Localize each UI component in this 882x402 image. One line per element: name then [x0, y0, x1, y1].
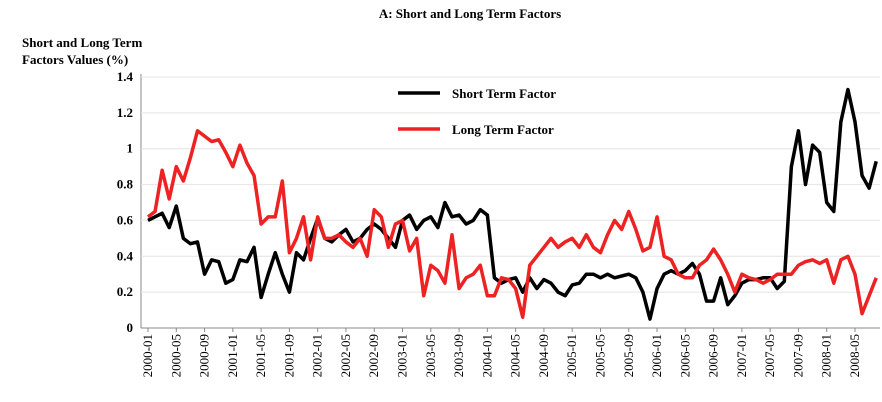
y-axis-label: Short and Long Term: [22, 35, 142, 50]
x-tick-label: 2001-09: [281, 334, 296, 377]
x-tick-label: 2004-05: [508, 334, 523, 377]
y-tick-label: 0.6: [117, 212, 134, 227]
x-tick-label: 2005-01: [564, 334, 579, 377]
x-tick-label: 2008-05: [847, 334, 862, 377]
y-tick-label: 0: [127, 320, 134, 335]
x-tick-label: 2005-09: [621, 334, 636, 377]
x-tick-label: 2005-05: [592, 334, 607, 377]
x-tick-label: 2007-05: [762, 334, 777, 377]
legend-label: Long Term Factor: [452, 122, 554, 137]
y-tick-label: 0.8: [117, 177, 134, 192]
x-tick-label: 2002-09: [366, 334, 381, 377]
y-axis-label: Factors Values (%): [22, 52, 128, 67]
x-tick-label: 2003-09: [451, 334, 466, 377]
x-tick-label: 2000-01: [140, 334, 155, 377]
x-tick-label: 2007-01: [734, 334, 749, 377]
x-tick-label: 2001-05: [253, 334, 268, 377]
series-line: [146, 129, 878, 319]
y-tick-label: 1.2: [117, 105, 133, 120]
x-tick-label: 2006-01: [649, 334, 664, 377]
x-tick-label: 2002-01: [310, 334, 325, 377]
x-tick-label: 2004-09: [536, 334, 551, 377]
chart-title: A: Short and Long Term Factors: [379, 6, 561, 21]
legend-label: Short Term Factor: [452, 86, 556, 101]
x-tick-label: 2008-01: [819, 334, 834, 377]
x-tick-label: 2004-01: [479, 334, 494, 377]
y-tick-label: 1.4: [117, 69, 134, 84]
x-tick-label: 2006-05: [677, 334, 692, 377]
x-tick-label: 2000-09: [197, 334, 212, 377]
x-tick-label: 2002-05: [338, 334, 353, 377]
x-tick-label: 2006-09: [706, 334, 721, 377]
y-tick-label: 0.2: [117, 284, 133, 299]
x-tick-label: 2003-05: [423, 334, 438, 377]
x-tick-label: 2001-01: [225, 334, 240, 377]
x-tick-label: 2007-09: [790, 334, 805, 377]
x-tick-label: 2000-05: [168, 334, 183, 377]
y-tick-label: 0.4: [117, 248, 134, 263]
y-tick-label: 1: [127, 141, 134, 156]
x-tick-label: 2003-01: [395, 334, 410, 377]
